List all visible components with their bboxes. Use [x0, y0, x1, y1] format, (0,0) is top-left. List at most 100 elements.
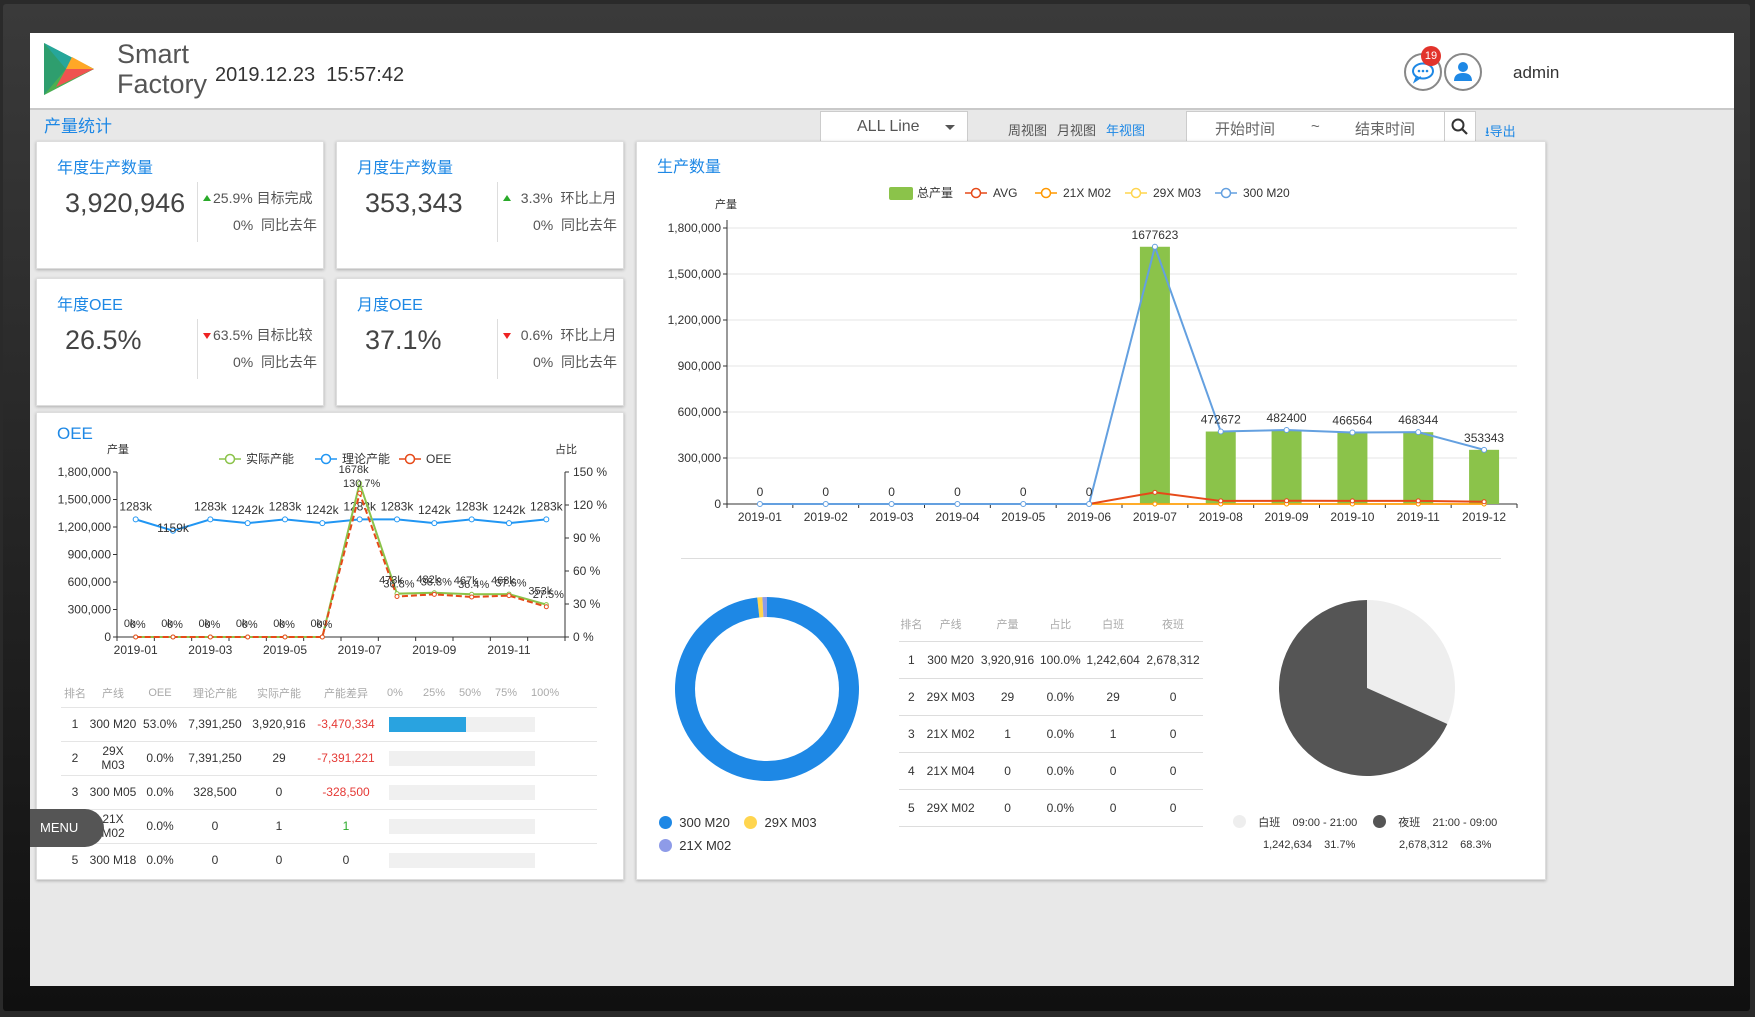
table-cell: 1	[342, 819, 350, 833]
x-tick-label: 2019-04	[935, 510, 979, 524]
username[interactable]: admin	[1513, 63, 1560, 82]
trend-up-icon	[203, 195, 211, 201]
trend-down-icon	[203, 333, 211, 339]
progress-track	[389, 716, 535, 732]
table-cell: 300 M18	[89, 853, 137, 868]
kpi-yoy-value: 0%	[533, 217, 554, 233]
kpi-yoy-label: 同比去年	[561, 217, 618, 233]
point-300m20	[1349, 429, 1356, 436]
kpi-card-annual-oee: 年度OEE 26.5% 63.5% 目标比较 0% 同比去年	[36, 278, 324, 406]
scale-label: 0%	[387, 686, 403, 699]
table-cell: 2,678,312	[1146, 652, 1200, 667]
brand-line2: Factory	[117, 69, 208, 99]
legend-label: 29X M03	[764, 815, 817, 830]
y-tick-label: 0	[714, 497, 721, 511]
point-oee	[543, 604, 549, 610]
end-date-input[interactable]: 结束时间	[1355, 121, 1416, 138]
kpi-yoy-label: 同比去年	[261, 217, 318, 233]
shift-night: 夜班 21:00 - 09:00 2,678,312 68.3%	[1373, 814, 1497, 851]
kpi-delta-1: 25.9% 目标完成	[203, 188, 313, 208]
menu-button[interactable]: MENU	[30, 809, 104, 847]
table-row[interactable]: 5 29X M02 0 0.0% 0 0	[899, 789, 1203, 826]
point-theory	[244, 520, 251, 527]
legend-dot	[1373, 815, 1386, 828]
data-label-actual: 473k	[379, 575, 403, 587]
data-label-oee: 27.5%	[533, 589, 564, 601]
tab-year[interactable]: 年视图	[1106, 123, 1146, 138]
scale-label: 50%	[459, 686, 482, 699]
y-tick-label: 300,000	[68, 603, 112, 617]
table-row[interactable]: 1 300 M20 3,920,916 100.0% 1,242,604 2,678,31…	[899, 641, 1203, 678]
shift-pie-chart	[1279, 600, 1455, 776]
x-tick-label: 2019-05	[263, 643, 307, 657]
point-avg	[1349, 498, 1355, 504]
shift-pct: 68.3%	[1460, 839, 1492, 851]
y2-tick-label: 120 %	[573, 498, 607, 512]
start-date-input[interactable]: 开始时间	[1215, 121, 1276, 138]
kpi-delta-1: 3.3% 环比上月	[503, 188, 616, 208]
legend-label: 理论产能	[342, 452, 390, 466]
table-cell: -3,470,334	[317, 717, 375, 731]
point-theory	[394, 516, 400, 523]
point-avg	[1481, 499, 1487, 505]
table-row[interactable]: 2 29X M03 0.0% 7,391,250 29 -7,391,221	[61, 741, 597, 775]
search-button[interactable]	[1444, 111, 1476, 142]
table-cell: 29X M02	[926, 800, 975, 815]
table-row[interactable]: 2 29X M03 29 0.0% 29 0	[899, 678, 1203, 715]
table-cell: 0	[1109, 800, 1117, 815]
column-header: OEE	[148, 686, 172, 699]
divider	[497, 182, 498, 242]
y-tick-label: 1,200,000	[668, 313, 722, 327]
data-label-oee: 0%	[242, 619, 258, 631]
tab-week[interactable]: 周视图	[1008, 123, 1048, 138]
kpi-delta-value: 63.5%	[213, 327, 253, 343]
bar	[1469, 449, 1500, 504]
y2-tick-label: 30 %	[573, 597, 601, 611]
left-axis-title: 产量	[107, 442, 129, 456]
user-button[interactable]	[1444, 53, 1482, 91]
x-tick-label: 2019-09	[412, 643, 456, 657]
point-oee	[207, 634, 213, 640]
export-button[interactable]: ⭳导出	[1485, 121, 1516, 145]
table-cell: 21X M04	[926, 763, 975, 778]
legend-marker	[1130, 187, 1142, 199]
search-icon	[1451, 118, 1468, 135]
table-row[interactable]: 5 300 M18 0.0% 0 0 0	[61, 843, 597, 877]
data-label-oee: 0%	[167, 619, 183, 631]
scale-label: 100%	[531, 686, 560, 699]
line-select[interactable]: ALL Line	[820, 111, 968, 142]
table-row[interactable]: 1 300 M20 53.0% 7,391,250 3,920,916 -3,470,33…	[61, 707, 597, 741]
table-row[interactable]: 4 21X M04 0 0.0% 0 0	[899, 752, 1203, 789]
table-cell: 0	[275, 853, 283, 868]
data-label: 0	[1020, 485, 1027, 499]
x-tick-label: 2019-09	[1265, 510, 1309, 524]
table-row[interactable]: 3 21X M02 1 0.0% 1 0	[899, 715, 1203, 752]
legend-dot	[659, 816, 672, 829]
y-tick-label: 1,800,000	[668, 221, 722, 235]
table-cell: 2	[908, 689, 915, 704]
top-header: Smart Factory 2019.12.23 15:57:42 19 adm…	[30, 33, 1734, 110]
table-row[interactable]: 3 300 M05 0.0% 328,500 0 -328,500	[61, 775, 597, 809]
bar	[1403, 432, 1434, 504]
column-header: 产线	[102, 687, 124, 700]
legend-dot	[659, 839, 672, 852]
tab-month[interactable]: 月视图	[1057, 123, 1097, 138]
table-cell: 3,920,916	[252, 717, 306, 731]
shift-time: 09:00 - 21:00	[1292, 817, 1358, 829]
bar	[1205, 431, 1236, 504]
kpi-delta-1: 0.6% 环比上月	[503, 325, 616, 345]
data-label: 468344	[1398, 413, 1438, 427]
data-label-actual: 0k	[236, 618, 248, 630]
y-tick-label: 1,500,000	[58, 493, 112, 507]
data-label-theory: 1283k	[343, 499, 377, 513]
point-300m20	[888, 501, 895, 507]
table-cell: 1	[908, 652, 915, 667]
y2-tick-label: 0 %	[573, 630, 594, 644]
production-title: 生产数量	[657, 159, 722, 176]
x-tick-label: 2019-07	[338, 643, 382, 657]
x-tick-label: 2019-06	[1067, 510, 1111, 524]
data-label-actual: 0k	[161, 618, 173, 630]
brand-line1: Smart	[117, 39, 190, 69]
table-cell: 53.0%	[142, 717, 178, 731]
